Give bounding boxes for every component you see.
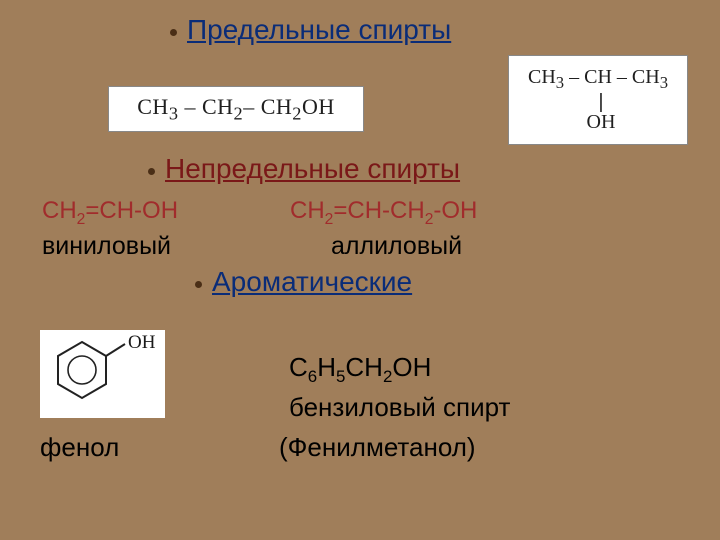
- heading-saturated-row: Предельные спирты: [170, 14, 451, 46]
- vinyl-formula: CH2=CH-OH: [42, 197, 178, 225]
- isopropanol-formula-box: CH3 – CH – CH3 | OH: [508, 55, 688, 145]
- propanol-formula-box: CH3 – CH2– CH2OH: [108, 86, 364, 132]
- isopropanol-line2: |: [598, 93, 603, 111]
- allyl-name: аллиловый: [331, 232, 462, 261]
- vinyl-name: виниловый: [42, 232, 171, 261]
- phenol-name: фенол: [40, 432, 119, 463]
- benzyl-alt-name: (Фенилметанол): [279, 432, 476, 463]
- phenol-structure-box: OH: [40, 330, 165, 418]
- heading-aromatic: Ароматические: [212, 266, 412, 298]
- bullet-icon: [170, 29, 177, 36]
- isopropanol-line1: CH3 – CH – CH3: [528, 66, 668, 92]
- phenol-oh-label: OH: [128, 332, 155, 354]
- propanol-formula: CH3 – CH2– CH2OH: [137, 94, 334, 124]
- bullet-icon: [148, 168, 155, 175]
- benzyl-formula: C6H5CH2OH: [289, 352, 431, 383]
- isopropanol-line3: OH: [587, 111, 616, 134]
- bullet-icon: [195, 281, 202, 288]
- heading-unsaturated: Непредельные спирты: [165, 153, 460, 185]
- heading-saturated: Предельные спирты: [187, 14, 451, 46]
- heading-aromatic-row: Ароматические: [195, 266, 412, 298]
- heading-unsaturated-row: Непредельные спирты: [148, 153, 460, 185]
- benzyl-name: бензиловый спирт: [289, 392, 510, 423]
- allyl-formula: CH2=CH-CH2-OH: [290, 197, 477, 225]
